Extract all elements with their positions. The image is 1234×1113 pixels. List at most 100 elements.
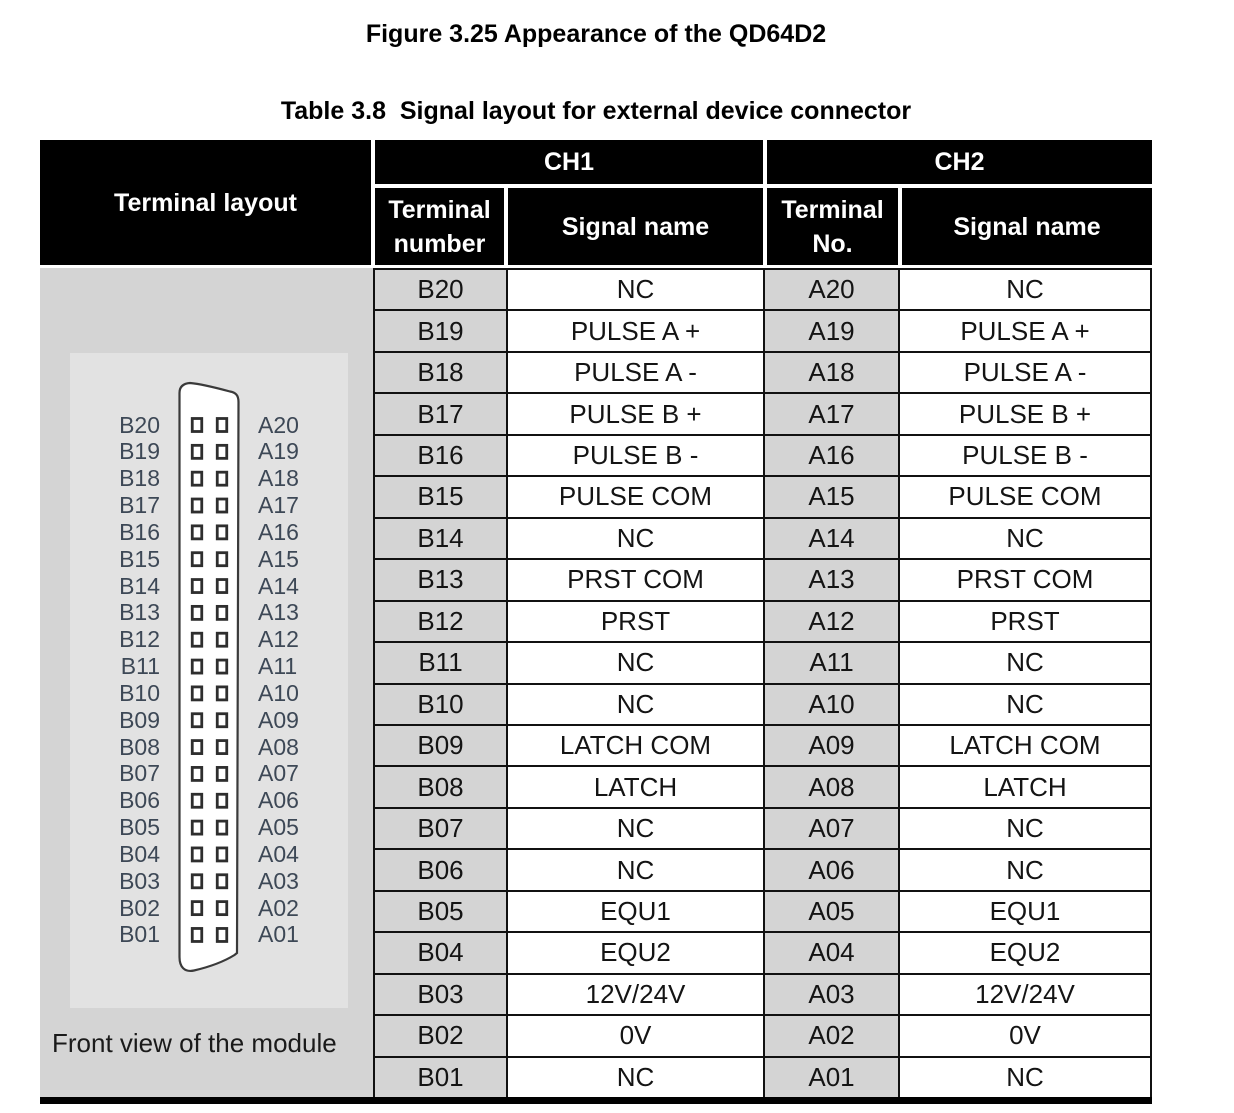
pin-label-B06: B06 [119, 787, 160, 814]
table-cell-ch1_signal-row2: PULSE A + [508, 311, 763, 351]
table-cell-ch2_terminal-row17: A04 [765, 933, 898, 973]
pin-label-A15: A15 [258, 545, 299, 572]
connector-pin-A13 [215, 604, 229, 621]
connector-pin-B15 [190, 551, 204, 568]
table-cell-ch2_terminal-row10: A11 [765, 643, 898, 683]
pin-label-B17: B17 [119, 492, 160, 519]
table-cell-ch2_terminal-row15: A06 [765, 850, 898, 890]
table-bottom-border [40, 1097, 1152, 1104]
connector-pin-A10 [215, 685, 229, 702]
table-cell-ch2_signal-row16: EQU1 [900, 891, 1150, 932]
connector-pin-B18 [190, 470, 204, 487]
connector-pin-B14 [190, 578, 204, 594]
table-cell-ch2_terminal-row12: A09 [765, 725, 898, 766]
connector-outline [178, 381, 240, 972]
table-cell-ch2_signal-row13: LATCH [900, 767, 1150, 807]
pin-label-A03: A03 [258, 867, 299, 894]
table-header: Terminal layout CH1 CH2 Terminal number … [40, 140, 1152, 265]
table-cell-ch1_signal-row7: NC [508, 518, 763, 559]
header-separator [898, 188, 902, 265]
table-cell-ch2_terminal-row9: A12 [765, 601, 898, 642]
connector-pin-A20 [215, 417, 229, 433]
table-cell-ch1_signal-row1: NC [508, 270, 763, 310]
header-ch1-terminal-line2: number [393, 229, 486, 258]
table-cell-ch1_signal-row10: NC [508, 643, 763, 683]
pin-label-A01: A01 [258, 921, 299, 948]
pin-label-B18: B18 [119, 465, 160, 492]
pin-label-A06: A06 [258, 787, 299, 814]
table-cell-ch2_terminal-row16: A05 [765, 891, 898, 932]
table-cell-ch2_signal-row19: 0V [900, 1016, 1150, 1056]
table-cell-ch1_signal-row13: LATCH [508, 767, 763, 807]
header-ch2-signal-name: Signal name [953, 212, 1101, 241]
table-cell-ch2_terminal-row4: A17 [765, 394, 898, 434]
table-cell-ch1_terminal-row14: B07 [375, 808, 506, 849]
connector-pin-A12 [215, 631, 229, 648]
pin-label-A11: A11 [258, 653, 298, 680]
table-cell-ch1_terminal-row5: B16 [375, 435, 506, 476]
table-cell-ch1_signal-row20: NC [508, 1057, 763, 1097]
pin-label-A14: A14 [258, 572, 299, 599]
front-view-caption: Front view of the module [52, 1028, 337, 1058]
pin-label-A05: A05 [258, 814, 299, 841]
connector-pin-A03 [215, 873, 229, 890]
pin-label-B10: B10 [119, 679, 160, 706]
table-cell-ch2_signal-row18: 12V/24V [900, 974, 1150, 1015]
table-title: Table 3.8 Signal layout for external dev… [280, 97, 912, 125]
pin-label-B02: B02 [119, 894, 160, 921]
table-cell-ch1_terminal-row4: B17 [375, 394, 506, 434]
connector-pin-A05 [215, 819, 229, 836]
pin-label-B12: B12 [119, 626, 160, 653]
table-cell-ch2_terminal-row20: A01 [765, 1057, 898, 1097]
table-cell-ch1_signal-row5: PULSE B - [508, 435, 763, 476]
pin-label-A16: A16 [258, 518, 299, 545]
pin-label-B11: B11 [120, 653, 160, 680]
connector-pin-B02 [190, 900, 204, 917]
pin-label-A04: A04 [258, 840, 299, 867]
table-cell-ch1_signal-row11: NC [508, 684, 763, 724]
table-cell-ch2_terminal-row3: A18 [765, 352, 898, 393]
pin-label-A10: A10 [258, 679, 299, 706]
table-cell-ch1_signal-row18: 12V/24V [508, 974, 763, 1015]
pin-label-A09: A09 [258, 706, 299, 733]
table-cell-ch1_signal-row15: NC [508, 850, 763, 890]
pin-label-B05: B05 [119, 814, 160, 841]
table-cell-ch2_signal-row1: NC [900, 270, 1150, 310]
table-cell-ch2_terminal-row7: A14 [765, 518, 898, 559]
table-cell-ch2_signal-row3: PULSE A - [900, 352, 1150, 393]
pin-label-A19: A19 [258, 438, 299, 465]
connector-pin-B20 [190, 417, 204, 433]
connector-pin-B11 [190, 658, 204, 675]
header-ch1-signal-name: Signal name [561, 212, 710, 241]
table-cell-ch2_terminal-row2: A19 [765, 311, 898, 351]
pin-label-A12: A12 [258, 626, 299, 653]
connector-pin-B12 [190, 631, 204, 648]
header-ch2-terminal-no: Terminal No. [767, 188, 898, 265]
signal-layout-table: Terminal layout CH1 CH2 Terminal number … [40, 140, 1152, 1104]
table-cell-ch1_terminal-row17: B04 [375, 933, 506, 973]
table-cell-ch1_signal-row8: PRST COM [508, 560, 763, 600]
table-cell-ch2_signal-row12: LATCH COM [900, 725, 1150, 766]
table-cell-ch1_signal-row14: NC [508, 808, 763, 849]
connector-pin-B07 [190, 766, 204, 782]
table-cell-ch2_signal-row9: PRST [900, 601, 1150, 642]
connector-pin-B05 [190, 819, 204, 836]
table-cell-ch1_terminal-row13: B08 [375, 767, 506, 807]
connector-pin-B08 [190, 739, 204, 755]
signal-table-body: B20 NC A20 NC B19 PULSE A + A19 PULSE A + B18 PUL… [373, 268, 1152, 1097]
table-cell-ch1_terminal-row19: B02 [375, 1016, 506, 1056]
table-cell-ch1_terminal-row20: B01 [375, 1057, 506, 1097]
header-ch2: CH2 [934, 148, 985, 176]
table-cell-ch1_terminal-row7: B14 [375, 518, 506, 559]
table-cell-ch2_terminal-row14: A07 [765, 808, 898, 849]
figure-title: Figure 3.25 Appearance of the QD64D2 [365, 20, 827, 48]
table-cell-ch1_terminal-row10: B11 [375, 643, 506, 683]
pin-label-B08: B08 [119, 733, 160, 760]
header-separator [371, 140, 375, 265]
header-ch1-terminal-line1: Terminal [388, 195, 491, 224]
table-cell-ch1_signal-row17: EQU2 [508, 933, 763, 973]
table-cell-ch1_signal-row3: PULSE A - [508, 352, 763, 393]
table-cell-ch1_terminal-row2: B19 [375, 311, 506, 351]
connector-pin-A16 [215, 524, 229, 541]
pin-label-B04: B04 [119, 840, 160, 867]
